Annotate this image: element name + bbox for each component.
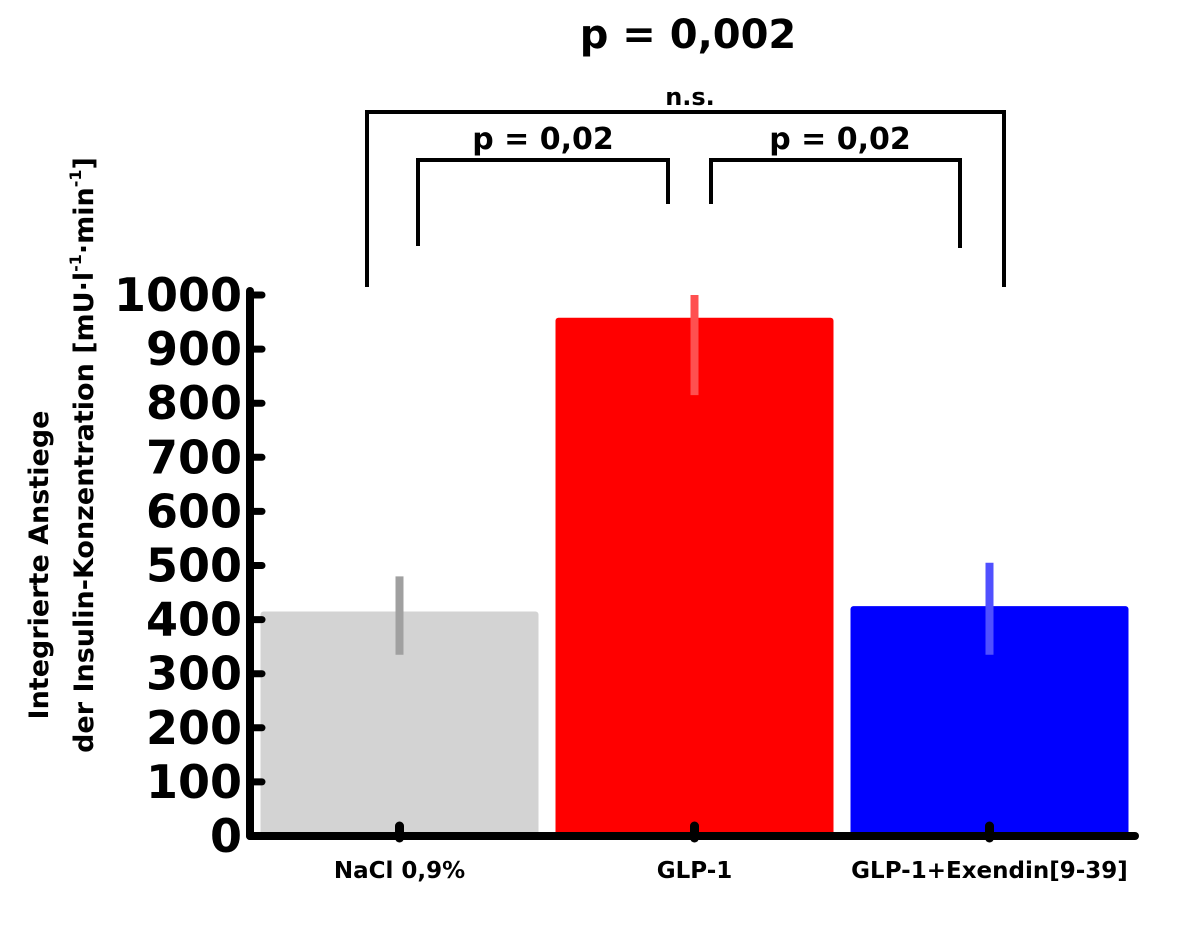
bracket-left-label: p = 0,02	[472, 122, 614, 157]
y-tick-label-8: 800	[146, 376, 242, 430]
bracket-right	[709, 158, 962, 248]
y-tick-label-1: 100	[146, 755, 242, 809]
ylabel-end: ]	[69, 157, 100, 169]
y-tick-label-9: 900	[146, 322, 242, 376]
x-tick-label-2: GLP-1+Exendin[9-39]	[851, 858, 1128, 884]
y-tick-label-0: 0	[210, 809, 242, 863]
bracket-left	[416, 158, 670, 246]
y-tick-label-2: 200	[146, 701, 242, 755]
bracket-outer	[365, 110, 1006, 287]
bracket-right-label: p = 0,02	[769, 122, 911, 157]
x-tick-label-1: GLP-1	[657, 858, 733, 884]
ylabel-line2-main: der Insulin-Konzentration [mU·l	[69, 272, 100, 753]
bar-1	[555, 317, 834, 836]
ylabel-sup1: -1	[66, 254, 85, 272]
ylabel-sup2: -1	[66, 169, 85, 187]
y-tick-label-5: 500	[146, 539, 242, 593]
y-tick-label-6: 600	[146, 484, 242, 538]
bar-2	[850, 606, 1129, 836]
y-axis-label-line1: Integrierte Anstiege	[24, 411, 55, 720]
bar-0	[260, 611, 539, 836]
y-axis-label: Integrierte Anstiege der Insulin-Konzent…	[24, 157, 100, 753]
y-tick-label-10: 1000	[114, 268, 242, 322]
ylabel-mid: ·min	[69, 187, 100, 254]
y-tick-label-7: 700	[146, 430, 242, 484]
y-tick-label-4: 400	[146, 593, 242, 647]
y-axis-label-line2: der Insulin-Konzentration [mU·l-1·min-1]	[66, 157, 100, 753]
x-tick-label-0: NaCl 0,9%	[334, 858, 465, 884]
chart-title: p = 0,002	[580, 12, 797, 58]
significance-brackets	[365, 110, 1006, 287]
plot-area: NaCl 0,9% GLP-1 GLP-1+Exendin[9-39] 0100200…	[114, 268, 1139, 884]
bracket-outer-label: n.s.	[665, 83, 715, 111]
y-tick-label-3: 300	[146, 647, 242, 701]
